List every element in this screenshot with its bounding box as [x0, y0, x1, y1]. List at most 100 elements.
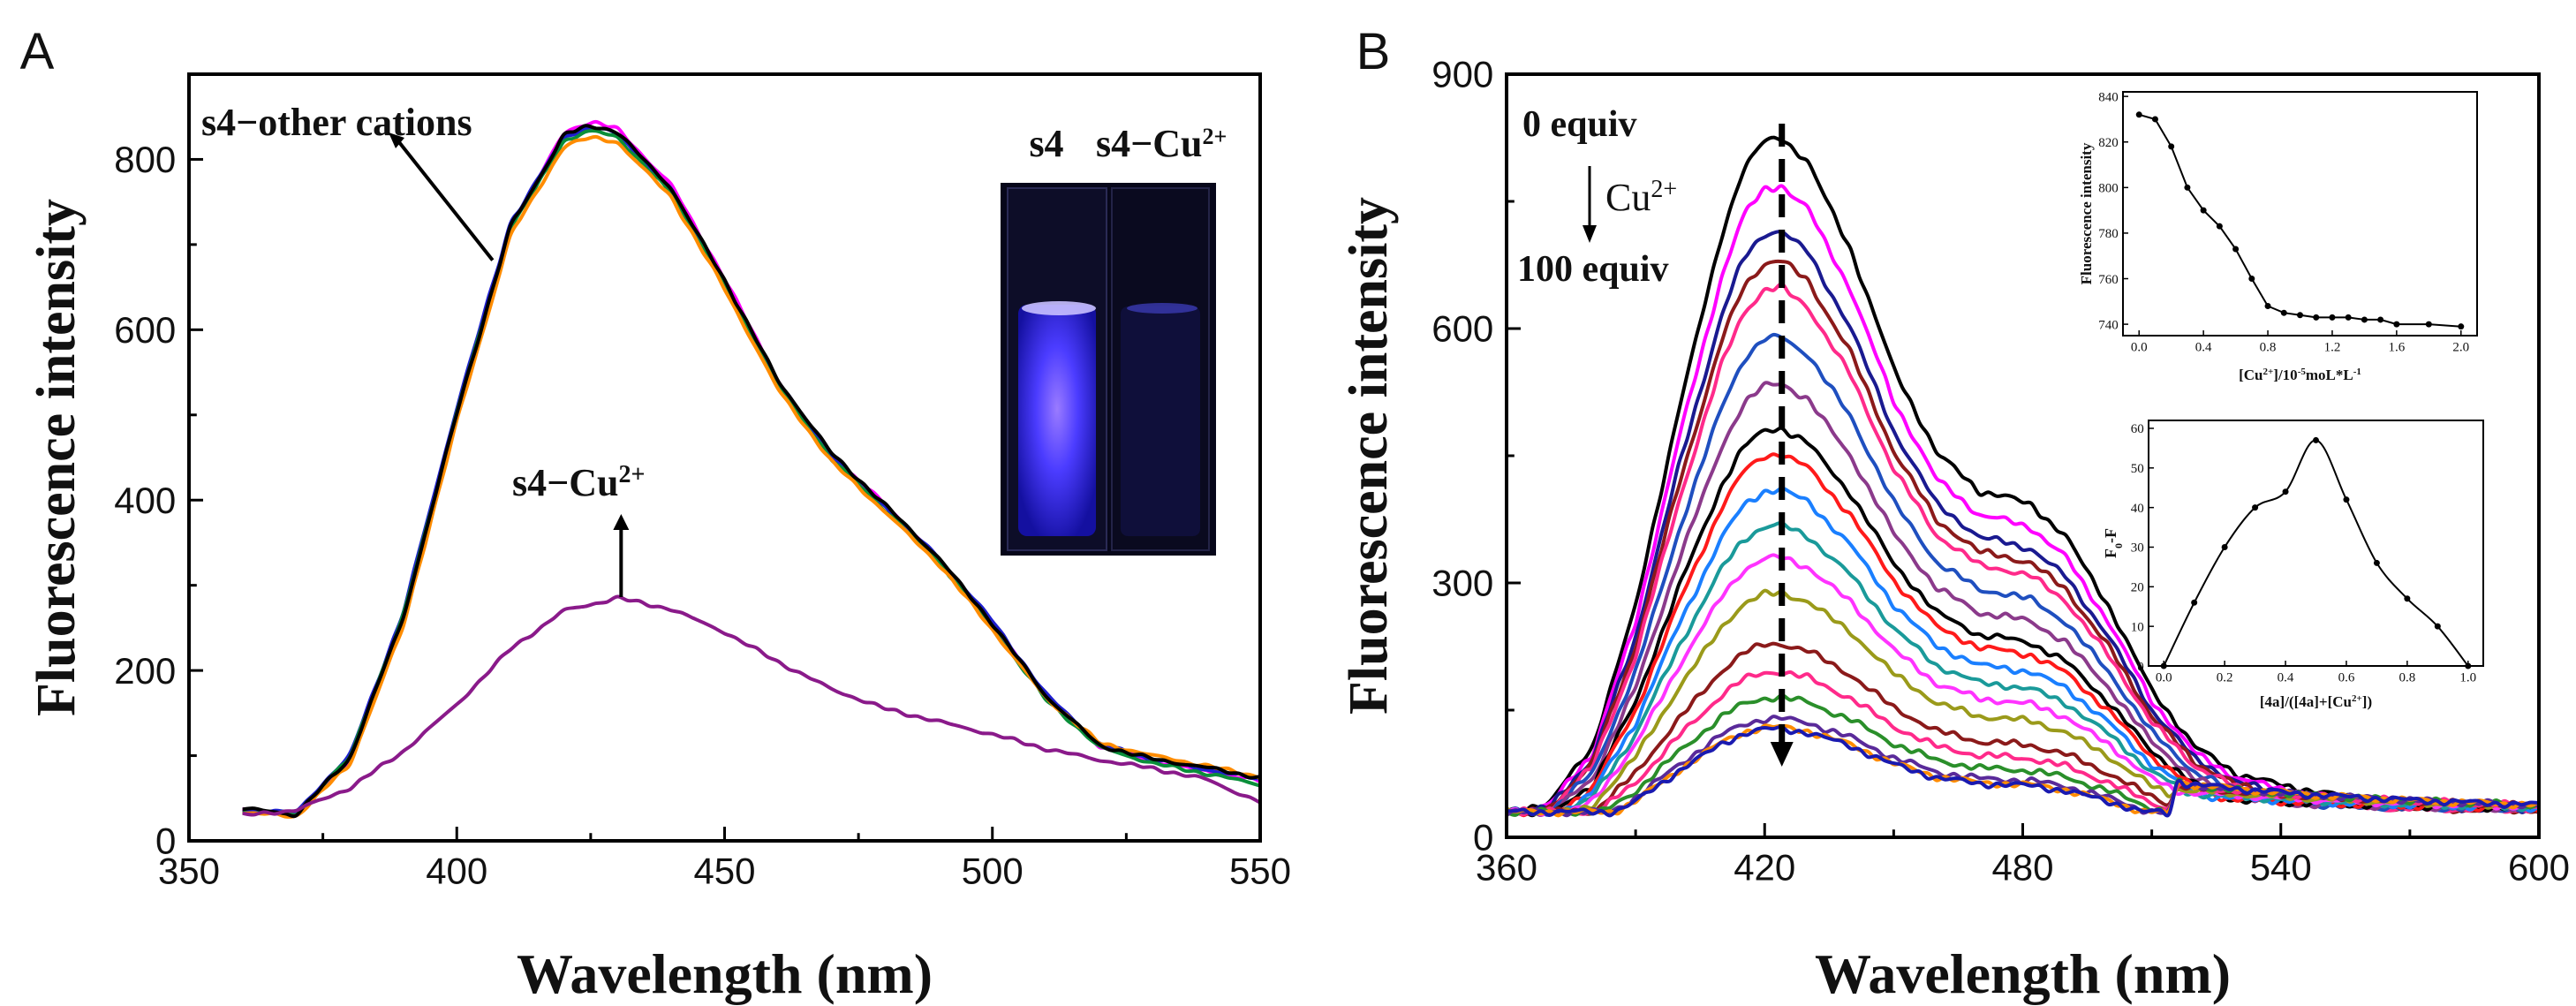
- inset-1-x-label-part: ]/10: [2273, 367, 2297, 383]
- panel-a-x-label: Wavelength (nm): [517, 942, 933, 1005]
- inset-1-point: [2280, 309, 2287, 316]
- inset-1-x-label-part: -5: [2298, 367, 2307, 377]
- annotation-s4-cu-sup: 2+: [618, 461, 645, 488]
- annotation-100-equiv: 100 equiv: [1517, 249, 1669, 290]
- inset-2-axis-x-tick-label: 0.6: [2338, 670, 2355, 685]
- inset-2-axis-y-tick-label: 20: [2131, 581, 2144, 595]
- inset-2-point: [2221, 543, 2228, 550]
- inset-2-point: [2404, 595, 2411, 602]
- inset-2-point: [2465, 662, 2472, 669]
- inset-1-line: [2138, 113, 2461, 328]
- inset-1-point: [2345, 314, 2352, 321]
- photo-label-s4-cu-text: s4−Cu: [1096, 122, 1202, 165]
- series-line-b-12: [1505, 588, 2540, 817]
- cuvette-s4-cu-meniscus: [1127, 303, 1197, 314]
- panel-a-axis-y-tick-label: 800: [114, 139, 176, 180]
- inset-1-axis-y-tick-label: 740: [2098, 318, 2119, 332]
- series-line-5: [242, 594, 1261, 817]
- panel-b-y-label: Fluorescence intensity: [1339, 197, 1399, 715]
- series-line-b-0: [1506, 135, 2540, 813]
- inset-2-point: [2313, 436, 2319, 443]
- inset-2-point: [2343, 496, 2350, 503]
- panel-a-axis-x-tick-label: 400: [426, 850, 487, 891]
- inset-2: 0.0 0.2 0.4 0.6 0.8 1.00102030405060F0-F[4a]/…: [2102, 420, 2484, 710]
- inset-1-axis-x-tick-label: 0.8: [2260, 340, 2277, 354]
- inset-2-axis-y-tick-label: 0: [2137, 660, 2144, 674]
- panel-label-b: B: [1356, 23, 1391, 80]
- inset-1-axis-y-tick-label: 820: [2098, 136, 2119, 150]
- inset-2-x-label-part: [4a]/([4a]+[Cu: [2260, 693, 2352, 710]
- inset-1-x-label-part: 2+: [2263, 367, 2274, 377]
- inset-2-axis-x-tick-label: 0.2: [2217, 670, 2233, 685]
- inset-2-axis-y-tick-label: 50: [2131, 462, 2144, 476]
- inset-2-point: [2373, 559, 2380, 566]
- inset-1-point: [2168, 143, 2175, 150]
- inset-2-line: [2163, 439, 2469, 667]
- inset-2-axis-frame: [2148, 420, 2484, 667]
- series-line-b-7: [1506, 426, 2540, 818]
- cuvette-s4-meniscus: [1022, 301, 1096, 315]
- inset-1-axis-x-tick-label: 2.0: [2452, 340, 2469, 354]
- cuvette-s4-cu-liquid: [1121, 306, 1200, 536]
- series-line-b-18: [1506, 724, 2540, 818]
- inset-2-y-label-part: 0: [2112, 543, 2125, 548]
- inset-1-x-label-part: moL*L: [2306, 367, 2353, 383]
- photo-label-s4-cu: s4−Cu2+: [1096, 122, 1227, 165]
- inset-1-axis-y-tick-label: 840: [2098, 90, 2119, 104]
- panel-b-axis-y-tick-label: 600: [1432, 308, 1493, 350]
- panel-b-axis-x-tick-label: 600: [2508, 846, 2570, 888]
- inset-2-point: [2282, 488, 2289, 495]
- cuvette-s4-glow: [1018, 305, 1096, 536]
- series-line-4: [242, 124, 1261, 819]
- inset-2-y-label-part: F: [2102, 548, 2119, 558]
- photo-label-sup: 2+: [1202, 124, 1227, 149]
- inset-1-point: [2377, 316, 2384, 323]
- panel-b-axis-y-tick-label: 300: [1432, 563, 1493, 604]
- inset-1-point: [2458, 323, 2465, 330]
- inset-2-y-label: F0-F: [2102, 528, 2125, 558]
- inset-2-point: [2434, 623, 2441, 630]
- inset-1-x-label: [Cu2+]/10-5moL*L-1: [2239, 367, 2361, 383]
- annotation-0-equiv: 0 equiv: [1522, 104, 1637, 145]
- inset-1-axis-x-tick-label: 1.6: [2388, 340, 2405, 354]
- inset-1-point: [2232, 246, 2240, 253]
- inset-1-y-label: Fluorescence intensity: [2078, 142, 2095, 284]
- panel-a-axis-x-tick-label: 550: [1229, 850, 1291, 891]
- inset-1-x-label-part: -1: [2353, 367, 2361, 377]
- panel-a-axis-x-tick-label: 350: [158, 850, 220, 891]
- panel-a-axis-x-tick-label: 500: [962, 850, 1024, 891]
- equiv-arrowhead: [1583, 225, 1597, 243]
- annotation-cu-text: Cu: [1605, 176, 1651, 219]
- panel-b-axis-x-tick-label: 360: [1476, 846, 1537, 888]
- inset-2-x-label-part: ]): [2362, 693, 2372, 710]
- inset-1-point: [2329, 314, 2336, 321]
- panel-b-axis-x-tick-label: 480: [1991, 846, 2053, 888]
- inset-2-axis-x-tick-label: 0.8: [2398, 670, 2415, 685]
- inset-1-axis-frame: [2122, 91, 2478, 337]
- inset-1-point: [2264, 302, 2271, 309]
- annotation-arrowhead-2: [613, 514, 630, 530]
- inset-1-point: [2151, 116, 2158, 123]
- inset-2-axis-x-tick-label: 0.4: [2278, 670, 2294, 685]
- panel-a: s4 s4−Cu2+350 400 450 500 5500200400600800Wav…: [20, 23, 1291, 1005]
- panel-a-axis-y-tick-label: 200: [114, 650, 176, 692]
- inset-1-point: [2248, 276, 2255, 283]
- inset-2-x-label: [4a]/([4a]+[Cu2+]): [2260, 693, 2372, 710]
- inset-1: 0.0 0.4 0.8 1.2 1.6 2.0 740 760 780 800 820 840 Fluo…: [2078, 90, 2478, 383]
- inset-1-point: [2184, 184, 2191, 191]
- panel-b-axis-x-tick-label: 540: [2250, 846, 2312, 888]
- inset-1-point: [2216, 223, 2223, 230]
- inset-2-point: [2252, 504, 2259, 511]
- inset-1-point: [2393, 321, 2400, 328]
- panel-b-axis-y-tick-label: 0: [1473, 817, 1493, 859]
- panel-b-axis-y-tick-label: 900: [1432, 54, 1493, 95]
- inset-2-axis-x-tick-label: 1.0: [2459, 670, 2476, 685]
- panel-a-axis-x-tick-label: 450: [693, 850, 755, 891]
- panel-label-a: A: [20, 23, 55, 80]
- series-line-b-15: [1506, 693, 2540, 817]
- inset-1-axis-y-tick-label: 760: [2098, 273, 2119, 287]
- dashed-arrowhead: [1770, 742, 1794, 767]
- inset-1-x-label-part: [Cu: [2239, 367, 2262, 383]
- inset-2-axis-y-tick-label: 30: [2131, 541, 2144, 556]
- inset-2-axis-x-tick-label: 0.0: [2156, 670, 2172, 685]
